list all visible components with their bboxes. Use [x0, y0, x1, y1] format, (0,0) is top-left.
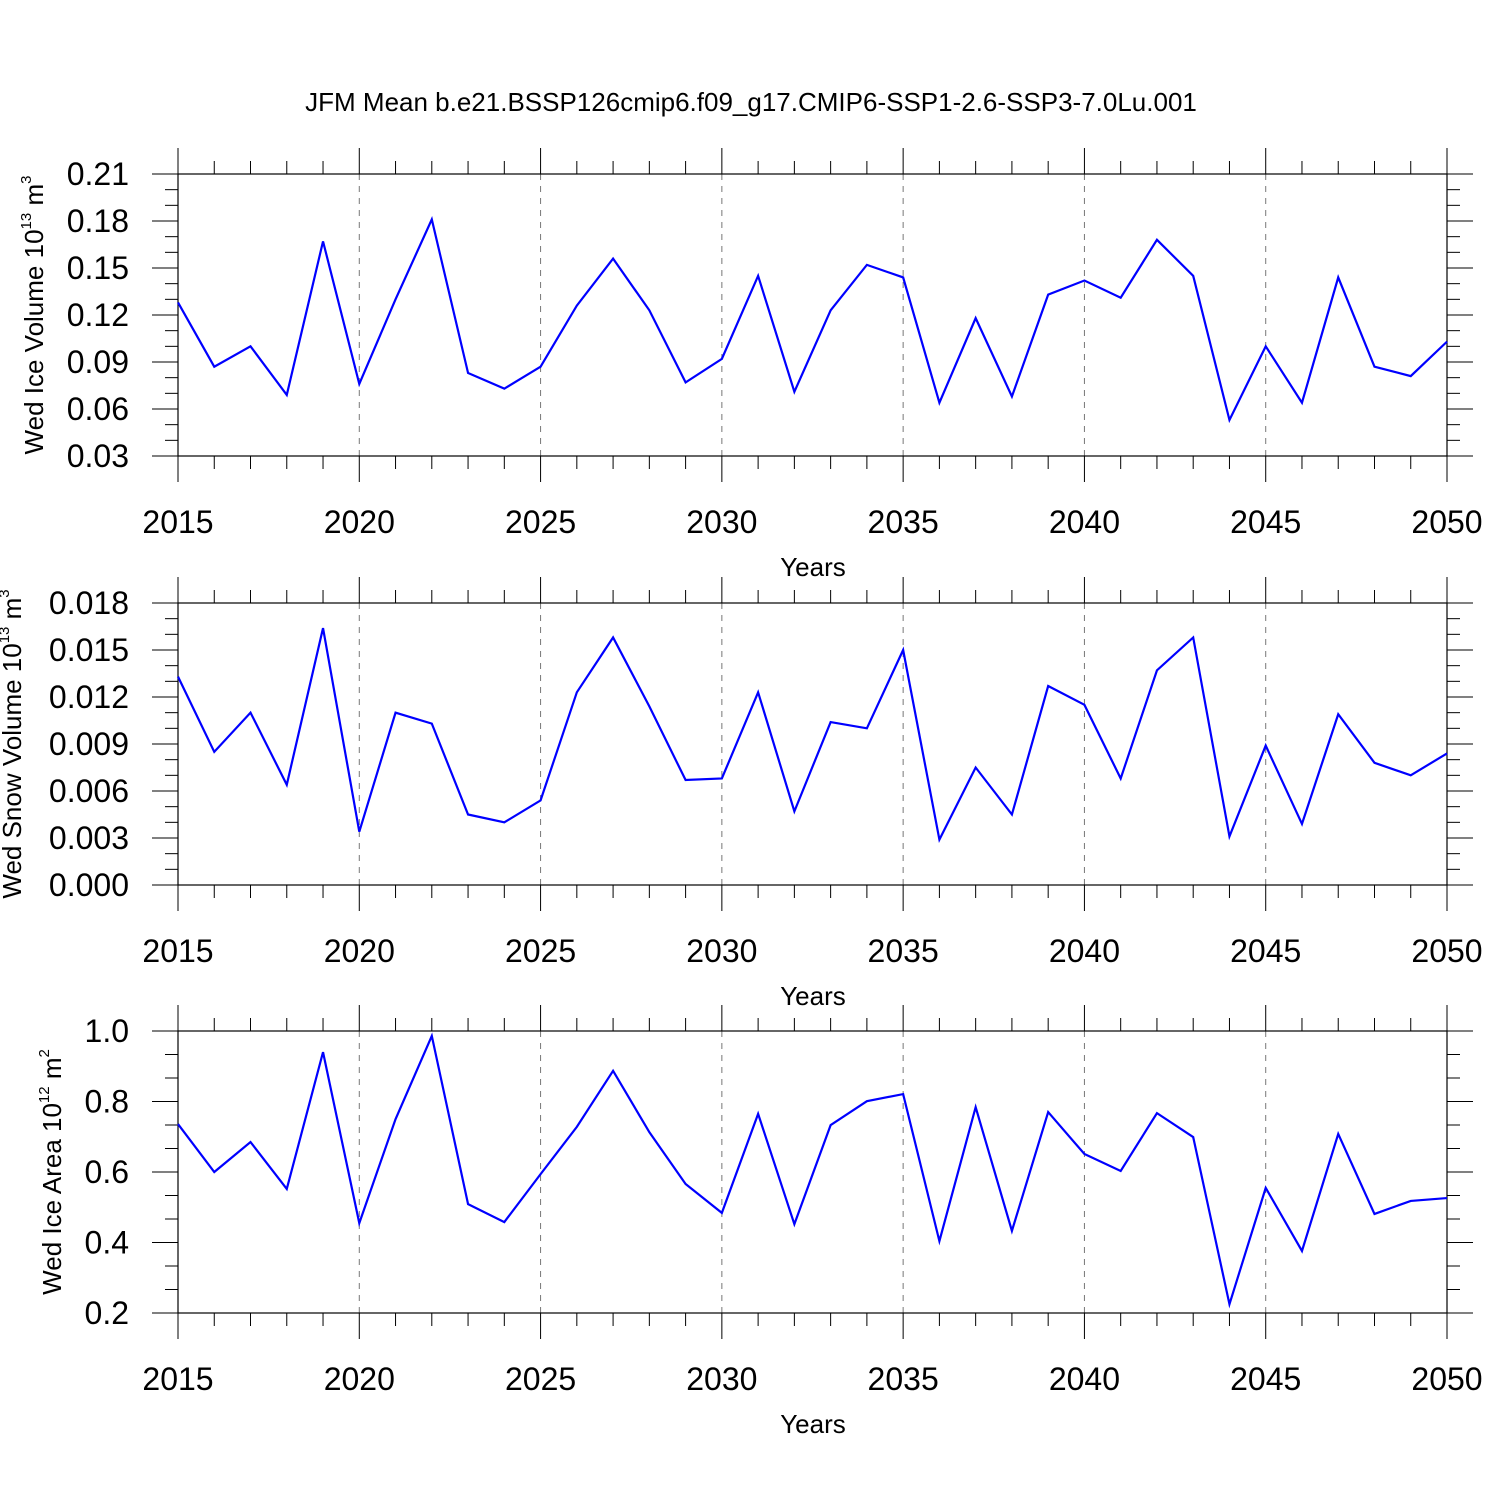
x-tick-label: 2025 — [505, 1361, 576, 1397]
y-axis-label-part: m — [37, 1058, 67, 1087]
x-tick-label: 2035 — [868, 933, 939, 969]
y-axis-label: Wed Ice Area 1012 m2 — [36, 1049, 67, 1295]
y-tick-label: 0.18 — [67, 203, 129, 239]
y-tick-label: 0.003 — [49, 820, 129, 856]
y-axis-label-part: m — [0, 598, 27, 627]
y-axis-label-part: 3 — [18, 176, 35, 184]
y-axis-label: Wed Snow Volume 1013 m3 — [0, 589, 27, 898]
y-axis-label-part: Wed Ice Area 10 — [37, 1103, 67, 1295]
y-tick-label: 0.009 — [49, 726, 129, 762]
y-axis-label-part: Wed Ice Volume 10 — [19, 229, 49, 454]
y-tick-label: 0.15 — [67, 250, 129, 286]
x-tick-label: 2050 — [1411, 933, 1482, 969]
y-tick-label: 0.018 — [49, 585, 129, 621]
x-tick-label: 2030 — [686, 1361, 757, 1397]
plot-frame — [177, 602, 1448, 886]
x-tick-label: 2035 — [868, 1361, 939, 1397]
panel-2: 2015 2020 2025 2030 2035 2040 2045 2050 0.000 0.0… — [0, 577, 1483, 1011]
x-tick-label: 2025 — [505, 933, 576, 969]
x-tick-label: 2020 — [324, 504, 395, 540]
chart-title: JFM Mean b.e21.BSSP126cmip6.f09_g17.CMIP… — [305, 87, 1197, 117]
series-line — [177, 1032, 1448, 1309]
x-tick-label: 2050 — [1411, 1361, 1482, 1397]
y-tick-label: 0.8 — [85, 1084, 129, 1120]
x-tick-label: 2030 — [686, 504, 757, 540]
x-tick-label: 2035 — [868, 504, 939, 540]
y-tick-label: 0.006 — [49, 773, 129, 809]
y-tick-label: 0.4 — [85, 1225, 129, 1261]
x-tick-label: 2050 — [1411, 504, 1482, 540]
x-tick-label: 2040 — [1049, 504, 1120, 540]
y-axis-label-part: 13 — [0, 627, 13, 644]
y-tick-label: 0.21 — [67, 156, 129, 192]
y-axis-label-part: Wed Snow Volume 10 — [0, 643, 27, 898]
y-tick-label: 0.000 — [49, 867, 129, 903]
x-tick-label: 2015 — [142, 1361, 213, 1397]
y-tick-label: 0.06 — [67, 391, 129, 427]
y-axis-label-part: 12 — [36, 1086, 53, 1103]
y-tick-label: 0.2 — [85, 1295, 129, 1331]
y-axis-label: Wed Ice Volume 1013 m3 — [18, 176, 49, 455]
y-tick-label: 0.09 — [67, 344, 129, 380]
x-tick-label: 2015 — [142, 933, 213, 969]
y-axis-label-part: 2 — [36, 1049, 53, 1057]
x-tick-label: 2015 — [142, 504, 213, 540]
x-axis-label: Years — [780, 981, 846, 1011]
x-tick-label: 2025 — [505, 504, 576, 540]
x-tick-label: 2040 — [1049, 933, 1120, 969]
y-tick-label: 1.0 — [85, 1013, 129, 1049]
y-tick-label: 0.03 — [67, 438, 129, 474]
x-axis-label: Years — [780, 1409, 846, 1439]
y-tick-label: 0.015 — [49, 632, 129, 668]
x-axis-label: Years — [780, 552, 846, 582]
series-line — [177, 627, 1448, 843]
panel-3: 2015 2020 2025 2030 2035 2040 2045 2050 0.2 0.4 0.… — [36, 1005, 1483, 1439]
x-tick-label: 2020 — [324, 933, 395, 969]
x-tick-label: 2045 — [1230, 1361, 1301, 1397]
y-tick-label: 0.12 — [67, 297, 129, 333]
x-tick-label: 2020 — [324, 1361, 395, 1397]
x-tick-label: 2030 — [686, 933, 757, 969]
y-tick-label: 0.012 — [49, 679, 129, 715]
y-tick-label: 0.6 — [85, 1154, 129, 1190]
panel-1: 2015 2020 2025 2030 2035 2040 2045 2050 0.03 0.06… — [18, 148, 1483, 582]
x-tick-label: 2040 — [1049, 1361, 1120, 1397]
series-line — [177, 216, 1448, 424]
x-tick-label: 2045 — [1230, 933, 1301, 969]
y-axis-label-part: m — [19, 184, 49, 213]
y-axis-label-part: 13 — [18, 213, 35, 230]
plot-frame — [177, 173, 1448, 457]
x-tick-label: 2045 — [1230, 504, 1301, 540]
y-axis-label-part: 3 — [0, 589, 13, 597]
